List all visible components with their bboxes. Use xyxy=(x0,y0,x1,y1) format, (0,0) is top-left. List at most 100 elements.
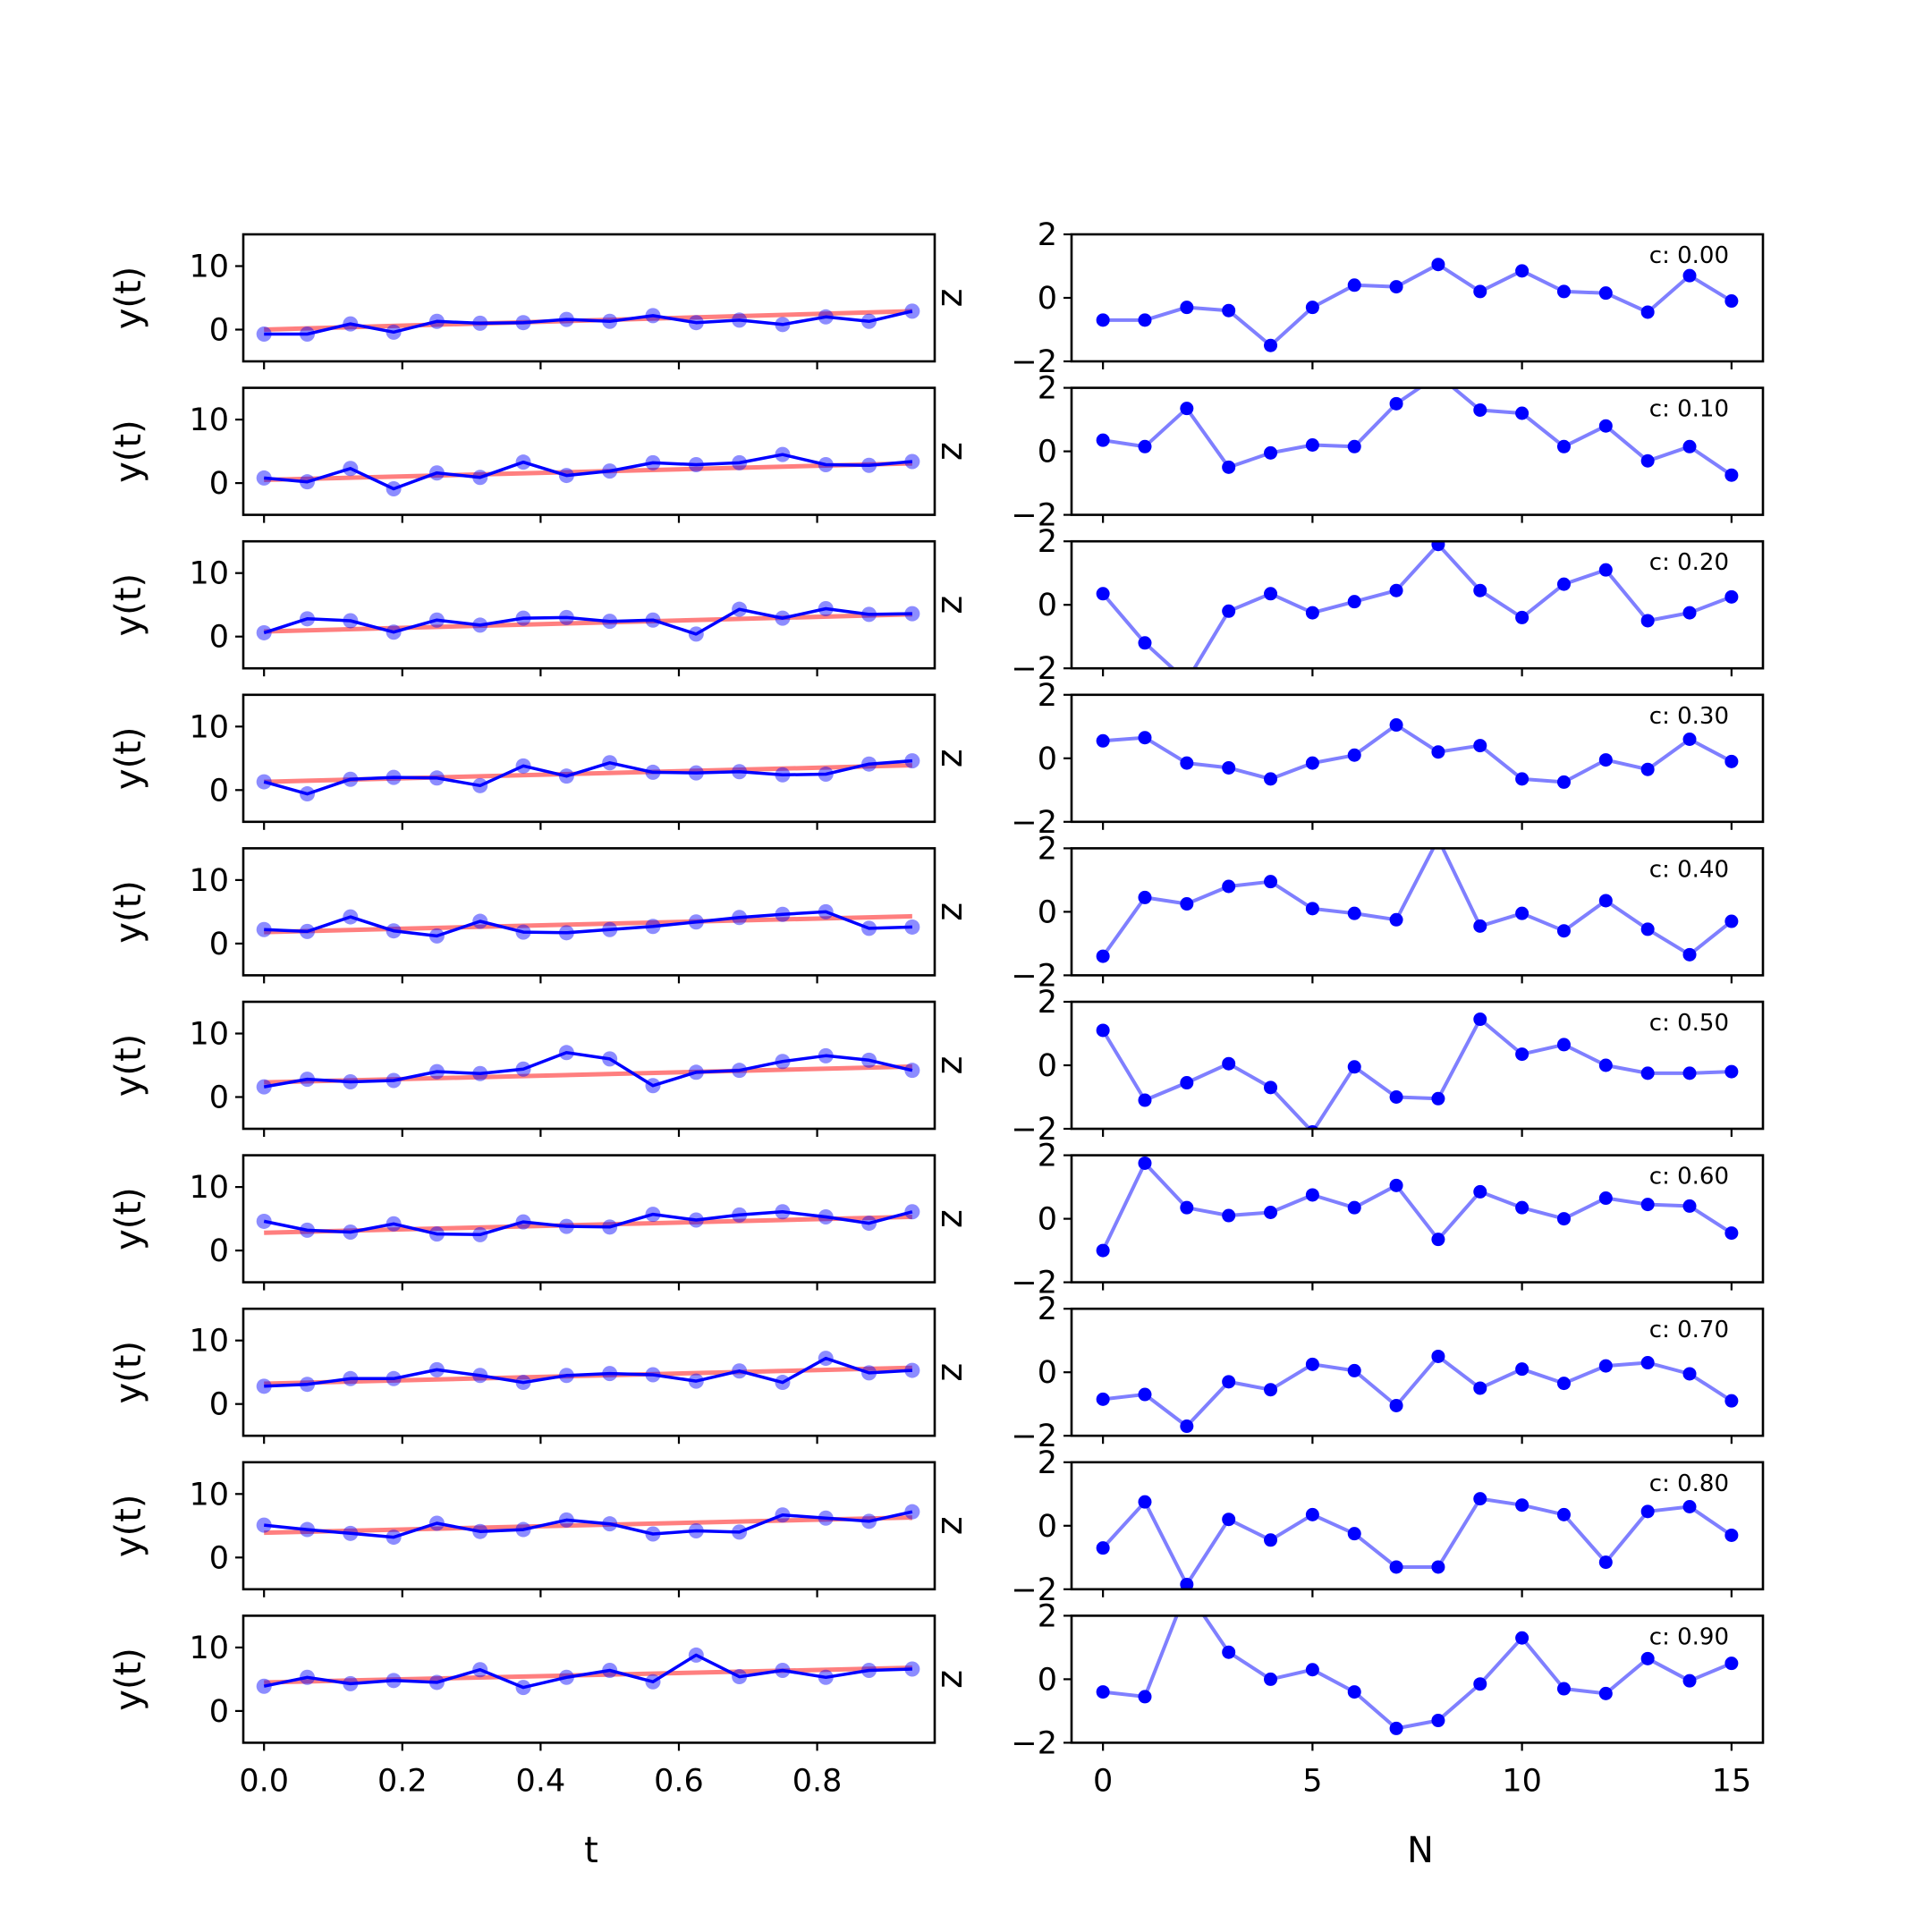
data-point xyxy=(343,316,359,332)
right-y-axis-label: z xyxy=(929,1363,970,1382)
z-point xyxy=(1096,949,1110,963)
data-point xyxy=(300,923,316,939)
data-point xyxy=(861,1052,877,1068)
z-point xyxy=(1515,1200,1530,1215)
data-point xyxy=(775,1662,791,1678)
data-point xyxy=(688,1064,704,1080)
data-point xyxy=(558,1368,574,1384)
z-point xyxy=(1473,284,1487,299)
x-tick-label: 0.0 xyxy=(239,1763,289,1799)
data-point xyxy=(256,1517,272,1533)
z-point xyxy=(1389,718,1403,733)
y-tick-label: 10 xyxy=(189,1477,229,1513)
data-point xyxy=(645,764,661,780)
y-tick-label: −2 xyxy=(1011,805,1057,841)
z-point xyxy=(1138,1495,1152,1509)
data-point xyxy=(602,614,618,630)
z-point xyxy=(1640,614,1655,628)
z-point xyxy=(1682,733,1697,746)
data-point xyxy=(428,1226,445,1242)
right-x-axis-label: N xyxy=(1407,1830,1434,1871)
z-line xyxy=(1102,723,1733,784)
left-axes-frame xyxy=(242,847,936,977)
data-point xyxy=(343,613,359,629)
left-y-axis-label: y(t) xyxy=(108,727,149,791)
z-point xyxy=(1222,879,1236,894)
z-point xyxy=(1347,1685,1361,1699)
z-point xyxy=(1682,947,1697,962)
data-point xyxy=(558,1218,574,1234)
y-tick-label: −2 xyxy=(1011,1419,1057,1454)
z-point xyxy=(1598,1555,1613,1570)
data-point xyxy=(300,1521,316,1538)
data-point xyxy=(775,610,791,626)
data-point xyxy=(602,921,618,937)
data-point xyxy=(775,446,791,462)
data-point xyxy=(688,765,704,781)
left-y-axis-label: y(t) xyxy=(108,880,149,944)
data-point xyxy=(645,1078,661,1094)
z-point xyxy=(1682,1199,1697,1213)
y-tick-label: 0 xyxy=(1038,894,1057,930)
data-point xyxy=(343,1224,359,1241)
z-point xyxy=(1305,1663,1319,1677)
z-point xyxy=(1389,1178,1403,1192)
data-point xyxy=(904,1204,920,1220)
z-point xyxy=(1515,406,1530,420)
z-point xyxy=(1222,1056,1236,1071)
data-point xyxy=(256,1678,272,1694)
z-point xyxy=(1724,1657,1739,1671)
y-tick-label: 2 xyxy=(1038,831,1057,867)
z-point xyxy=(1222,1645,1236,1659)
z-point xyxy=(1347,595,1361,609)
data-point xyxy=(300,611,316,627)
observed-line xyxy=(264,1510,913,1539)
data-point xyxy=(558,609,574,625)
data-point xyxy=(256,624,272,640)
data-point xyxy=(428,928,445,944)
y-tick-label: −2 xyxy=(1011,958,1057,994)
z-point xyxy=(1556,924,1571,938)
right-panel-5: −2 0 2 z c: 0.50 xyxy=(929,985,1765,1148)
z-point xyxy=(1347,1363,1361,1377)
data-point xyxy=(386,1530,402,1546)
z-point xyxy=(1180,402,1194,416)
observed-line xyxy=(263,1210,913,1237)
data-point xyxy=(688,914,704,930)
data-point xyxy=(688,1212,704,1228)
z-point xyxy=(1640,453,1655,468)
z-point xyxy=(1473,1184,1487,1199)
z-point xyxy=(1305,301,1319,315)
z-point xyxy=(1640,1066,1655,1080)
left-axes-frame xyxy=(242,539,936,670)
right-y-axis-label: z xyxy=(929,596,970,614)
data-point xyxy=(904,1661,920,1677)
right-y-axis-label: z xyxy=(929,1516,970,1535)
y-tick-label: 0 xyxy=(209,773,229,809)
x-tick-label: 5 xyxy=(1302,1763,1322,1799)
data-point xyxy=(256,1079,272,1095)
data-point xyxy=(386,1072,402,1089)
data-point xyxy=(602,1662,618,1678)
z-point xyxy=(1515,772,1530,786)
data-point xyxy=(472,913,488,929)
data-point xyxy=(343,1525,359,1541)
z-point xyxy=(1556,577,1571,591)
data-point xyxy=(818,1669,834,1685)
data-point xyxy=(904,606,920,622)
z-point xyxy=(1347,278,1361,292)
z-line xyxy=(1102,1354,1733,1428)
data-point xyxy=(645,612,661,628)
z-point xyxy=(1389,583,1403,597)
z-point xyxy=(1138,1690,1152,1704)
observed-line xyxy=(263,1653,912,1690)
z-point xyxy=(1724,754,1739,768)
z-point xyxy=(1389,1721,1403,1735)
data-point xyxy=(904,753,920,769)
z-point xyxy=(1473,402,1487,417)
x-tick-label: 0 xyxy=(1093,1763,1113,1799)
z-point xyxy=(1389,1090,1403,1104)
data-point xyxy=(602,1219,618,1235)
right-panel-1: −2 0 2 z c: 0.10 xyxy=(929,371,1765,534)
